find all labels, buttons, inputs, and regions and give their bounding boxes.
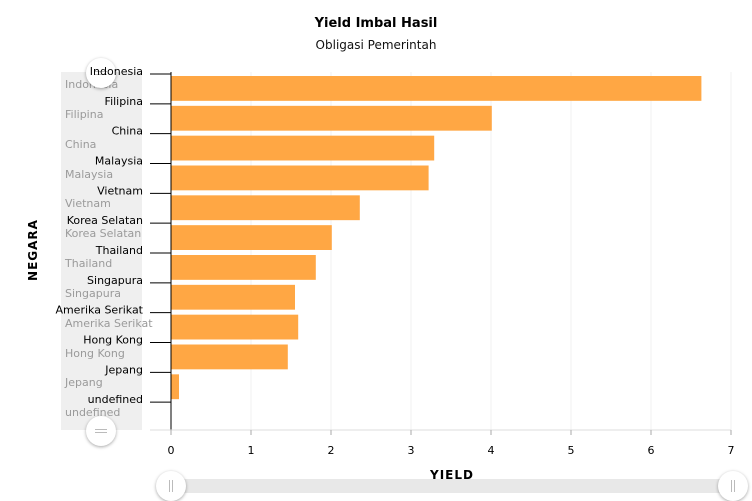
category-label: Thailand bbox=[95, 244, 143, 257]
preview-category-label: Vietnam bbox=[65, 197, 111, 211]
category-label: Amerika Serikat bbox=[55, 304, 143, 317]
preview-category-label: China bbox=[65, 137, 97, 151]
preview-category-label: Filipina bbox=[65, 107, 104, 121]
preview-category-label: Korea Selatan bbox=[65, 227, 142, 241]
value-scroll-handle-left[interactable] bbox=[156, 471, 186, 501]
x-tick-label: 5 bbox=[568, 444, 575, 457]
category-label: Vietnam bbox=[97, 184, 143, 197]
preview-category-label: Amerika Serikat bbox=[65, 316, 153, 330]
bar bbox=[171, 284, 295, 310]
value-scrollbar-track[interactable] bbox=[172, 479, 734, 493]
preview-category-label: Singapura bbox=[65, 286, 121, 300]
y-axis-title: NEGARA bbox=[26, 219, 40, 281]
bar bbox=[171, 76, 702, 101]
category-label: Filipina bbox=[105, 95, 143, 108]
category-scroll-handle-bottom[interactable] bbox=[86, 416, 116, 446]
grip-icon bbox=[731, 480, 732, 492]
category-label: Singapura bbox=[87, 274, 143, 287]
chart-subtitle: Obligasi Pemerintah bbox=[315, 38, 437, 52]
x-axis-title: YIELD bbox=[430, 468, 474, 482]
category-label: Hong Kong bbox=[83, 334, 143, 347]
bar bbox=[171, 374, 179, 400]
category-scrollbar-preview[interactable] bbox=[61, 72, 142, 430]
category-label: Korea Selatan bbox=[67, 214, 143, 227]
preview-category-label: undefined bbox=[65, 406, 121, 420]
x-tick-label: 6 bbox=[648, 444, 655, 457]
bar bbox=[171, 195, 360, 221]
bar bbox=[171, 135, 435, 161]
category-label: Malaysia bbox=[95, 155, 143, 168]
x-tick-label: 2 bbox=[328, 444, 335, 457]
x-tick-label: 1 bbox=[248, 444, 255, 457]
category-label: Jepang bbox=[104, 363, 143, 376]
chart-title: Yield Imbal Hasil bbox=[314, 16, 438, 31]
preview-category-label: Jepang bbox=[65, 376, 103, 390]
x-tick-label: 4 bbox=[488, 444, 495, 457]
preview-category-label: Malaysia bbox=[65, 167, 114, 181]
bar bbox=[171, 344, 288, 370]
category-label: Indonesia bbox=[90, 65, 143, 78]
category-label: undefined bbox=[88, 393, 143, 406]
category-scroll-handle-top[interactable] bbox=[86, 58, 116, 88]
grip-icon bbox=[95, 71, 107, 72]
bar bbox=[171, 314, 299, 340]
grip-icon bbox=[169, 480, 170, 492]
x-tick-label: 0 bbox=[168, 444, 175, 457]
bar bbox=[171, 105, 492, 131]
preview-category-label: Thailand bbox=[65, 257, 113, 270]
category-label: China bbox=[112, 125, 143, 138]
preview-category-label: Hong Kong bbox=[65, 346, 125, 360]
bar bbox=[171, 255, 316, 280]
value-scroll-handle-right[interactable] bbox=[718, 471, 748, 501]
grip-icon bbox=[95, 429, 107, 430]
bar bbox=[171, 165, 429, 191]
bar bbox=[171, 225, 332, 250]
x-tick-label: 3 bbox=[408, 444, 415, 457]
x-tick-label: 7 bbox=[728, 444, 735, 457]
